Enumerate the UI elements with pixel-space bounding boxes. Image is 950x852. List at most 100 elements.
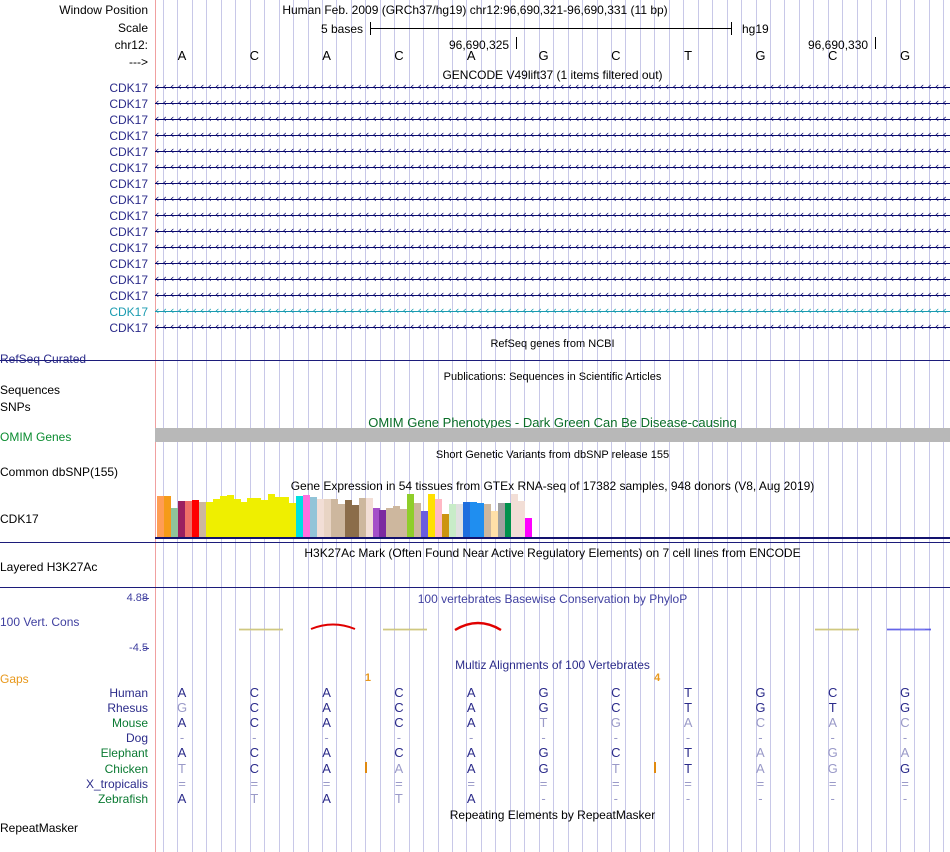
gencode-gene-label[interactable]: CDK17 [109, 177, 148, 191]
gtex-tissue-bar[interactable] [191, 500, 199, 538]
gtex-tissue-bar[interactable] [254, 498, 262, 538]
gtex-tissue-bar[interactable] [372, 508, 380, 538]
gencode-gene-label[interactable]: CDK17 [109, 289, 148, 303]
multiz-species-label[interactable]: X_tropicalis [85, 776, 148, 791]
gtex-tissue-bar[interactable] [407, 494, 415, 538]
gtex-tissue-bar[interactable] [247, 498, 255, 538]
gencode-transcript-row[interactable]: ‹‹‹‹‹‹‹‹‹‹‹‹‹‹‹‹‹‹‹‹‹‹‹‹‹‹‹‹‹‹‹‹‹‹‹‹‹‹‹‹… [155, 130, 950, 142]
gtex-tissue-bar[interactable] [511, 494, 519, 538]
gtex-tissue-bar[interactable] [233, 499, 241, 538]
gencode-transcript-row[interactable]: ‹‹‹‹‹‹‹‹‹‹‹‹‹‹‹‹‹‹‹‹‹‹‹‹‹‹‹‹‹‹‹‹‹‹‹‹‹‹‹‹… [155, 274, 950, 286]
gtex-tissue-bar[interactable] [296, 496, 303, 538]
omim-track-label[interactable]: OMIM Genes [0, 430, 72, 444]
gtex-tissue-bar[interactable] [441, 514, 449, 538]
refseq-track-label[interactable]: RefSeq Curated [0, 352, 87, 366]
gtex-tissue-bar[interactable] [157, 496, 164, 538]
repeatmasker-track-label[interactable]: RepeatMasker [0, 821, 79, 835]
gtex-tissue-bar[interactable] [414, 503, 422, 538]
conservation-track-label[interactable]: 100 Vert. Cons [0, 615, 80, 629]
gtex-tissue-bar[interactable] [323, 499, 331, 538]
gencode-transcript-row[interactable]: ‹‹‹‹‹‹‹‹‹‹‹‹‹‹‹‹‹‹‹‹‹‹‹‹‹‹‹‹‹‹‹‹‹‹‹‹‹‹‹‹… [155, 82, 950, 94]
gtex-tissue-bar[interactable] [483, 504, 491, 538]
gtex-tissue-bar[interactable] [497, 503, 505, 538]
gencode-transcript-row[interactable]: ‹‹‹‹‹‹‹‹‹‹‹‹‹‹‹‹‹‹‹‹‹‹‹‹‹‹‹‹‹‹‹‹‹‹‹‹‹‹‹‹… [155, 322, 950, 334]
gtex-tissue-bar[interactable] [379, 510, 387, 538]
gencode-gene-label[interactable]: CDK17 [109, 273, 148, 287]
multiz-species-label[interactable]: Dog [125, 731, 148, 746]
gtex-tissue-bar[interactable] [351, 505, 359, 538]
gencode-transcript-row[interactable]: ‹‹‹‹‹‹‹‹‹‹‹‹‹‹‹‹‹‹‹‹‹‹‹‹‹‹‹‹‹‹‹‹‹‹‹‹‹‹‹‹… [155, 194, 950, 206]
gencode-transcript-row[interactable]: ‹‹‹‹‹‹‹‹‹‹‹‹‹‹‹‹‹‹‹‹‹‹‹‹‹‹‹‹‹‹‹‹‹‹‹‹‹‹‹‹… [155, 242, 950, 254]
gtex-tissue-bar[interactable] [462, 502, 470, 538]
h3k27ac-track-label[interactable]: Layered H3K27Ac [0, 560, 98, 574]
gtex-tissue-bar[interactable] [177, 501, 185, 538]
gencode-gene-label[interactable]: CDK17 [109, 193, 148, 207]
gencode-transcript-row[interactable]: ‹‹‹‹‹‹‹‹‹‹‹‹‹‹‹‹‹‹‹‹‹‹‹‹‹‹‹‹‹‹‹‹‹‹‹‹‹‹‹‹… [155, 290, 950, 302]
gtex-tissue-bar[interactable] [316, 499, 324, 538]
gencode-gene-label[interactable]: CDK17 [109, 321, 148, 335]
gtex-tissue-bar[interactable] [504, 503, 512, 538]
gtex-tissue-bar[interactable] [337, 504, 345, 538]
gtex-tissue-bar[interactable] [240, 502, 248, 538]
gtex-tissue-bar[interactable] [469, 502, 477, 538]
gencode-transcript-row[interactable]: ‹‹‹‹‹‹‹‹‹‹‹‹‹‹‹‹‹‹‹‹‹‹‹‹‹‹‹‹‹‹‹‹‹‹‹‹‹‹‹‹… [155, 178, 950, 190]
snps-track-label[interactable]: SNPs [0, 400, 31, 414]
gtex-tissue-bar[interactable] [448, 504, 456, 538]
gtex-tissue-bar[interactable] [184, 501, 192, 538]
gencode-transcript-row[interactable]: ‹‹‹‹‹‹‹‹‹‹‹‹‹‹‹‹‹‹‹‹‹‹‹‹‹‹‹‹‹‹‹‹‹‹‹‹‹‹‹‹… [155, 306, 950, 318]
gtex-tissue-bar[interactable] [282, 497, 290, 538]
gtex-tissue-bar[interactable] [261, 500, 269, 538]
gencode-gene-label[interactable]: CDK17 [109, 81, 148, 95]
gtex-tissue-bar[interactable] [330, 499, 338, 538]
gtex-tissue-bar[interactable] [303, 495, 310, 538]
gtex-tissue-bar[interactable] [226, 495, 234, 538]
gtex-tissue-bar[interactable] [386, 508, 394, 538]
gtex-tissue-bar[interactable] [275, 497, 283, 538]
gencode-transcript-row[interactable]: ‹‹‹‹‹‹‹‹‹‹‹‹‹‹‹‹‹‹‹‹‹‹‹‹‹‹‹‹‹‹‹‹‹‹‹‹‹‹‹‹… [155, 226, 950, 238]
gencode-gene-label[interactable]: CDK17 [109, 257, 148, 271]
gtex-tissue-bar[interactable] [344, 500, 352, 538]
gtex-tissue-bar[interactable] [198, 502, 206, 538]
gtex-tissue-bar[interactable] [358, 498, 366, 538]
gtex-track-label[interactable]: CDK17 [0, 512, 39, 526]
gtex-tissue-bar[interactable] [421, 511, 429, 538]
multiz-species-label[interactable]: Elephant [100, 746, 148, 761]
gencode-gene-label[interactable]: CDK17 [109, 225, 148, 239]
gaps-row-label[interactable]: Gaps [0, 672, 29, 686]
gencode-transcript-row[interactable]: ‹‹‹‹‹‹‹‹‹‹‹‹‹‹‹‹‹‹‹‹‹‹‹‹‹‹‹‹‹‹‹‹‹‹‹‹‹‹‹‹… [155, 258, 950, 270]
dbsnp-track-label[interactable]: Common dbSNP(155) [0, 465, 119, 479]
gtex-tissue-bar[interactable] [309, 497, 317, 538]
gtex-tissue-bar[interactable] [476, 503, 484, 538]
multiz-species-label[interactable]: Zebrafish [97, 791, 148, 806]
gencode-transcript-row[interactable]: ‹‹‹‹‹‹‹‹‹‹‹‹‹‹‹‹‹‹‹‹‹‹‹‹‹‹‹‹‹‹‹‹‹‹‹‹‹‹‹‹… [155, 146, 950, 158]
gtex-tissue-bar[interactable] [400, 509, 408, 538]
gtex-tissue-bar[interactable] [490, 511, 498, 538]
sequences-track-label[interactable]: Sequences [0, 383, 61, 397]
gencode-gene-label[interactable]: CDK17 [109, 97, 148, 111]
gencode-transcript-row[interactable]: ‹‹‹‹‹‹‹‹‹‹‹‹‹‹‹‹‹‹‹‹‹‹‹‹‹‹‹‹‹‹‹‹‹‹‹‹‹‹‹‹… [155, 162, 950, 174]
gtex-tissue-bar[interactable] [393, 506, 401, 538]
gencode-gene-label[interactable]: CDK17 [109, 161, 148, 175]
gtex-tissue-bar[interactable] [205, 502, 213, 538]
gtex-tissue-bar[interactable] [289, 503, 297, 538]
gencode-transcript-row[interactable]: ‹‹‹‹‹‹‹‹‹‹‹‹‹‹‹‹‹‹‹‹‹‹‹‹‹‹‹‹‹‹‹‹‹‹‹‹‹‹‹‹… [155, 114, 950, 126]
gtex-tissue-bar[interactable] [170, 508, 178, 538]
gtex-tissue-bar[interactable] [219, 496, 227, 538]
gencode-gene-label[interactable]: CDK17 [109, 241, 148, 255]
gencode-gene-label[interactable]: CDK17 [109, 113, 148, 127]
gtex-tissue-bar[interactable] [212, 499, 220, 538]
gtex-tissue-bar[interactable] [428, 494, 436, 538]
multiz-species-label[interactable]: Rhesus [107, 701, 148, 716]
multiz-species-label[interactable]: Chicken [104, 761, 148, 776]
gencode-transcript-row[interactable]: ‹‹‹‹‹‹‹‹‹‹‹‹‹‹‹‹‹‹‹‹‹‹‹‹‹‹‹‹‹‹‹‹‹‹‹‹‹‹‹‹… [155, 210, 950, 222]
gencode-gene-label[interactable]: CDK17 [109, 305, 148, 319]
gtex-tissue-bar[interactable] [365, 498, 373, 538]
multiz-species-label[interactable]: Mouse [111, 716, 148, 731]
gtex-tissue-bar[interactable] [268, 494, 276, 538]
gtex-tissue-bar[interactable] [455, 504, 463, 538]
gtex-tissue-bar[interactable] [518, 501, 526, 538]
gtex-tissue-bar[interactable] [164, 496, 171, 538]
gtex-tissue-bar[interactable] [525, 518, 533, 538]
gencode-gene-label[interactable]: CDK17 [109, 129, 148, 143]
gencode-transcript-row[interactable]: ‹‹‹‹‹‹‹‹‹‹‹‹‹‹‹‹‹‹‹‹‹‹‹‹‹‹‹‹‹‹‹‹‹‹‹‹‹‹‹‹… [155, 98, 950, 110]
